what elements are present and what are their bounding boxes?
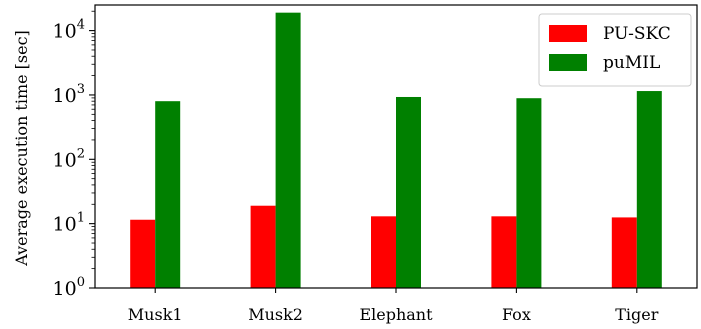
y-tick-label: 102 [53, 146, 85, 171]
y-tick-label: 103 [53, 82, 85, 107]
x-tick-label-musk1: Musk1 [128, 305, 183, 324]
y-tick-label: 100 [53, 275, 85, 300]
legend-label-pu-skc: PU-SKC [603, 24, 671, 44]
plot-frame [94, 4, 698, 289]
x-tick-label-musk2: Musk2 [248, 305, 303, 324]
bar-pumil-musk2 [275, 12, 301, 289]
bar-pumil-elephant [396, 96, 421, 288]
bar-pu-skc-tiger [611, 217, 637, 288]
bar-pumil-fox [516, 98, 542, 289]
legend-swatch-pu-skc [549, 25, 587, 42]
y-tick-label: 101 [53, 211, 85, 236]
y-axis-label: Average execution time [sec] [12, 30, 31, 267]
x-tick-label-fox: Fox [502, 305, 531, 324]
x-tick-label-elephant: Elephant [359, 305, 433, 324]
legend-label-pumil: puMIL [603, 53, 660, 73]
bar-pumil-musk1 [155, 101, 181, 288]
bar-pu-skc-musk2 [250, 205, 276, 288]
plot-area: Musk1 Musk2 Elephant Fox Tiger 100 101 102 103 10… [53, 4, 698, 324]
y-tick-label: 104 [53, 18, 85, 43]
x-tick-label-tiger: Tiger [615, 305, 659, 324]
bar-pu-skc-elephant [371, 216, 396, 288]
bar-pu-skc-musk1 [130, 219, 156, 288]
bar-pu-skc-fox [491, 216, 517, 288]
legend-swatch-pumil [549, 54, 587, 71]
bar-pumil-tiger [636, 91, 662, 288]
legend: PU-SKC puMIL [538, 13, 692, 87]
